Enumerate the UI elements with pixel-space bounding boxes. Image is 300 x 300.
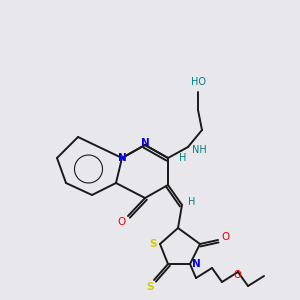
Text: O: O — [233, 270, 241, 280]
Text: N: N — [118, 153, 126, 163]
Text: O: O — [117, 217, 125, 227]
Text: H: H — [179, 153, 187, 163]
Text: S: S — [149, 239, 157, 249]
Text: NH: NH — [192, 145, 207, 155]
Text: O: O — [222, 232, 230, 242]
Text: N: N — [192, 259, 200, 269]
Text: N: N — [141, 138, 149, 148]
Text: HO: HO — [190, 77, 206, 87]
Text: S: S — [146, 282, 154, 292]
Text: H: H — [188, 197, 196, 207]
